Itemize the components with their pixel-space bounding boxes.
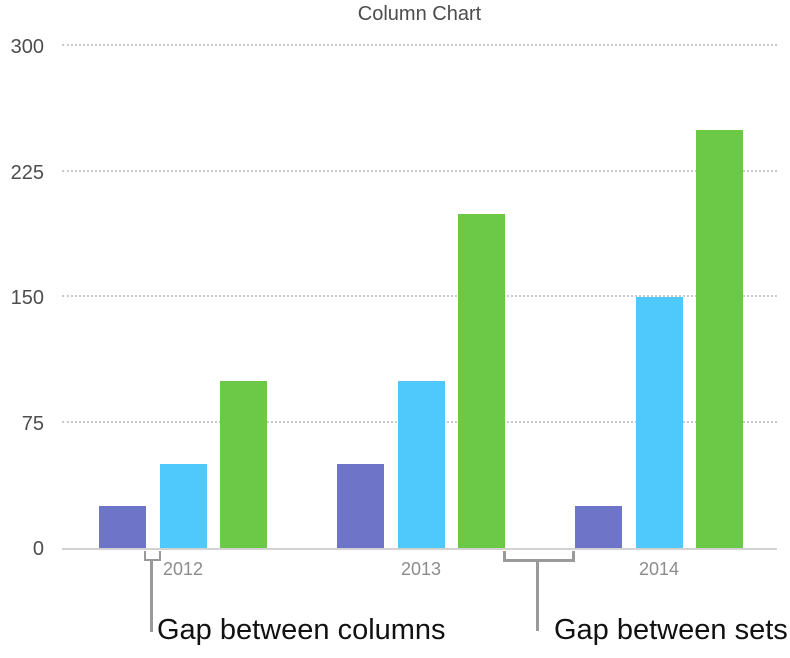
y-axis-tick-label: 300	[10, 36, 44, 59]
gap-between-sets-bracket	[503, 551, 575, 562]
x-axis-label-2014: 2014	[638, 559, 680, 579]
gap-between-columns-connector-line	[150, 560, 153, 632]
bar-2012-series3	[220, 381, 267, 548]
bar-2014-series2	[636, 297, 683, 548]
gridline-150	[62, 295, 777, 298]
bar-2014-series3	[696, 130, 743, 548]
y-axis-tick-label: 0	[32, 538, 44, 560]
x-axis-label-2012: 2012	[162, 559, 204, 579]
bar-2013-series2	[398, 381, 445, 548]
bar-2013-series3	[458, 214, 505, 548]
bar-2014-series1	[575, 506, 622, 548]
chart-title: Column Chart	[357, 3, 482, 25]
bar-2012-series2	[160, 464, 207, 548]
gap-between-sets-label: Gap between sets	[554, 614, 788, 646]
bar-2012-series1	[99, 506, 146, 548]
gap-between-sets-connector-line	[536, 560, 539, 631]
gridline-300	[62, 44, 777, 47]
y-axis-tick-label: 150	[10, 287, 44, 310]
y-axis-tick-label: 225	[10, 161, 44, 184]
bar-2013-series1	[337, 464, 384, 548]
gap-between-columns-label: Gap between columns	[157, 614, 446, 646]
x-axis-baseline	[62, 548, 777, 550]
x-axis-label-2013: 2013	[400, 559, 442, 579]
gridline-225	[62, 169, 777, 172]
y-axis-tick-label: 75	[21, 412, 44, 435]
